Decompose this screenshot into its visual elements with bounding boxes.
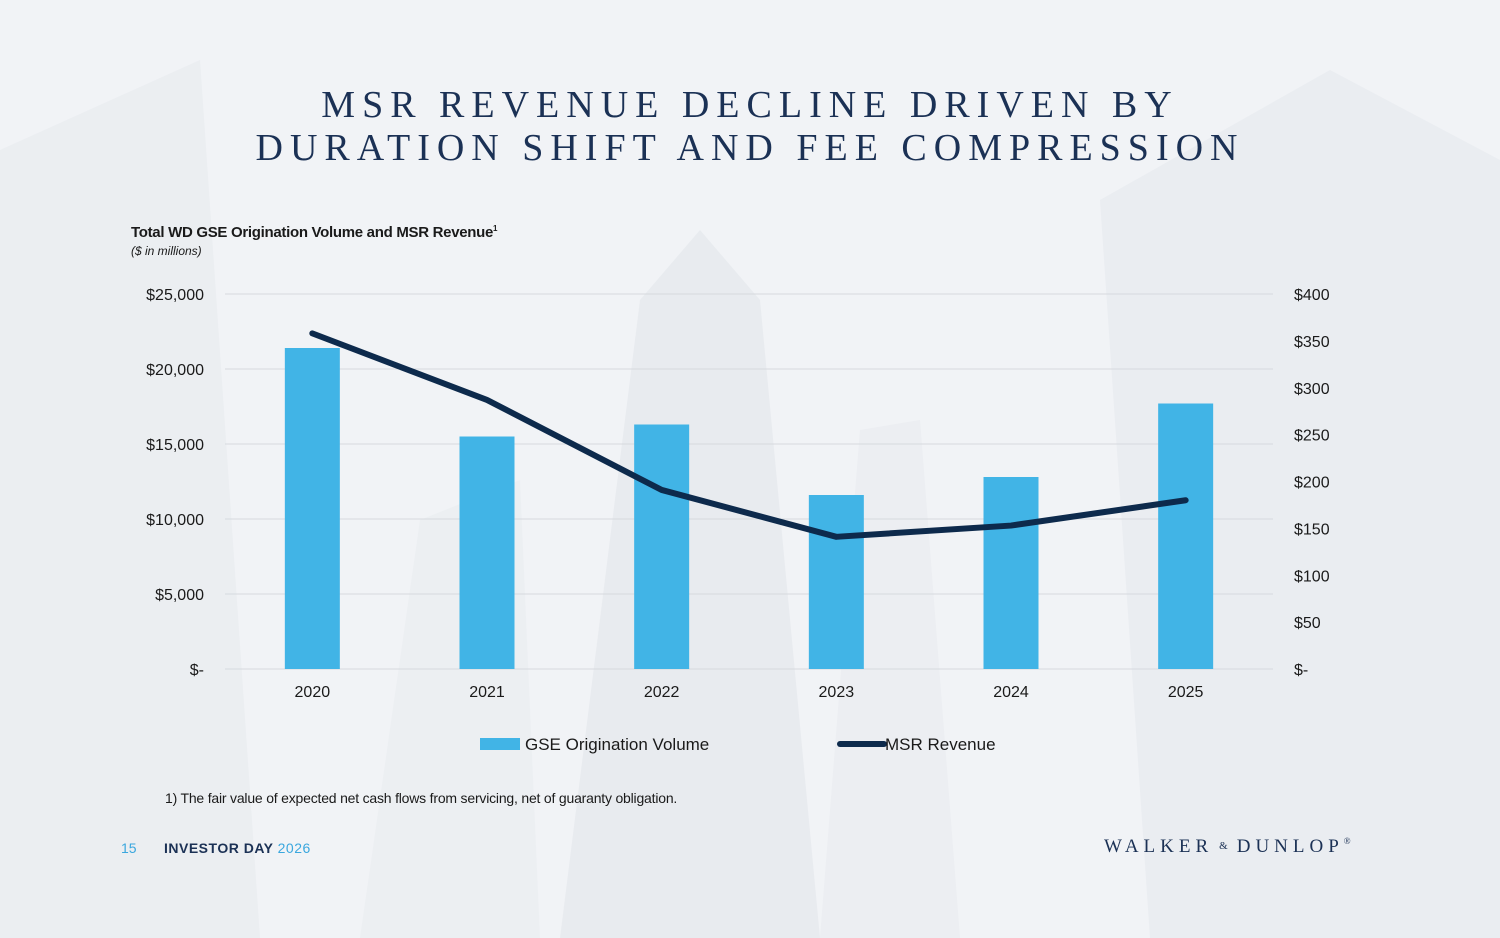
y-left-tick-label: $10,000 [146, 512, 204, 529]
line-point-2022 [661, 489, 663, 491]
bar-2024 [983, 477, 1039, 669]
chart-subtitle: ($ in millions) [131, 244, 202, 258]
y-left-tick-label: $15,000 [146, 437, 204, 454]
chart-title: Total WD GSE Origination Volume and MSR … [131, 224, 498, 241]
bar-2022 [634, 424, 690, 669]
line-point-2025 [1185, 499, 1187, 501]
event-name: INVESTOR DAY [164, 840, 274, 856]
y-left-tick-label: $25,000 [146, 287, 204, 304]
bar-2025 [1158, 403, 1214, 669]
y-right-tick-label: $200 [1294, 475, 1330, 492]
msr-revenue-line [309, 330, 1189, 540]
y-left-tick-label: $- [190, 662, 204, 679]
line-point-2024 [1010, 525, 1012, 527]
chart-title-footnote-mark: 1 [493, 224, 498, 233]
event-year: 2026 [277, 840, 311, 856]
bar-2023 [808, 495, 864, 669]
legend-label-bar: GSE Origination Volume [525, 735, 709, 754]
logo-left: WALKER [1104, 836, 1214, 857]
x-tick-label: 2020 [295, 684, 331, 701]
slide-title-line-1: MSR REVENUE DECLINE DRIVEN BY [321, 84, 1179, 126]
x-tick-label: 2021 [469, 684, 505, 701]
y-right-tick-label: $- [1294, 662, 1308, 679]
y-right-tick-label: $100 [1294, 568, 1330, 585]
legend-swatch-bar [480, 738, 520, 750]
bar-2021 [459, 436, 515, 669]
page-number: 15 [121, 840, 137, 856]
y-left-tick-label: $20,000 [146, 362, 204, 379]
line-point-2021 [486, 399, 488, 401]
logo-right: DUNLOP [1236, 836, 1344, 857]
footnote: 1) The fair value of expected net cash f… [165, 790, 678, 806]
line-point-2023 [835, 536, 837, 538]
x-tick-label: 2022 [644, 684, 680, 701]
y-right-tick-label: $150 [1294, 521, 1330, 538]
y-right-tick-label: $300 [1294, 381, 1330, 398]
logo-ampersand: & [1219, 840, 1228, 852]
line-point-2020 [311, 332, 313, 334]
slide-title: MSR REVENUE DECLINE DRIVEN BY DURATION S… [0, 84, 1500, 170]
y-left-tick-label: $5,000 [155, 587, 204, 604]
legend-label-line: MSR Revenue [885, 735, 996, 754]
y-right-tick-label: $250 [1294, 428, 1330, 445]
chart-title-text: Total WD GSE Origination Volume and MSR … [131, 224, 494, 241]
event-label: INVESTOR DAY 2026 [164, 840, 311, 856]
y-right-tick-label: $400 [1294, 287, 1330, 304]
company-logo: WALKER & DUNLOP® [1104, 836, 1351, 858]
x-tick-label: 2024 [993, 684, 1029, 701]
y-right-tick-label: $350 [1294, 334, 1330, 351]
x-tick-label: 2023 [819, 684, 855, 701]
y-right-tick-label: $50 [1294, 615, 1321, 632]
bar-2020 [284, 348, 340, 669]
slide-title-line-2: DURATION SHIFT AND FEE COMPRESSION [255, 127, 1245, 169]
logo-registered-mark: ® [1343, 836, 1351, 846]
x-tick-label: 2025 [1168, 684, 1204, 701]
